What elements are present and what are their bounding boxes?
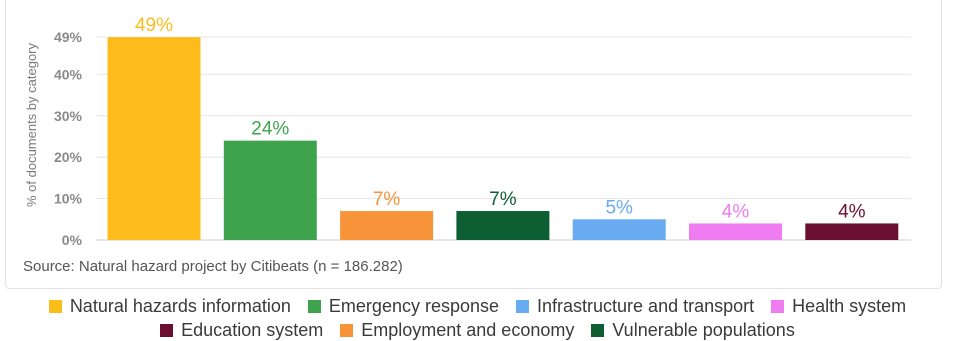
legend-swatch [340, 324, 354, 337]
legend-label: Infrastructure and transport [537, 296, 755, 316]
bar-value-label: 49% [135, 15, 173, 36]
legend-item: Emergency response [307, 296, 500, 317]
bar-value-labels: 49% 24% 7% 7% 5% 4% 4% [135, 15, 866, 222]
legend-swatch [160, 324, 174, 337]
bar-value-label: 4% [722, 201, 750, 222]
bar-value-label: 4% [838, 201, 866, 222]
legend-swatch [771, 300, 785, 313]
bar-chart: 0% 10% 20% 30% 40% 49% 49% 24% 7% 7% 5% 4% 4% % of … [23, 15, 911, 275]
y-axis-label: % of documents by category [24, 42, 39, 207]
bar-value-label: 7% [489, 189, 517, 210]
bar-value-label: 7% [373, 189, 401, 210]
y-axis-ticks: 0% 10% 20% 30% 40% 49% [54, 29, 83, 248]
legend-item: Vulnerable populations [591, 320, 795, 341]
chart-card: 0% 10% 20% 30% 40% 49% 49% 24% 7% 7% 5% 4% 4% % of … [5, 0, 942, 289]
y-tick-label: 49% [54, 29, 83, 45]
bar [572, 219, 666, 240]
legend-label: Employment and economy [361, 320, 575, 340]
y-tick-label: 0% [62, 232, 83, 248]
bar [805, 223, 899, 240]
bar [689, 223, 782, 240]
legend-label: Education system [181, 320, 324, 340]
bar [456, 211, 550, 240]
legend-swatch [48, 300, 62, 313]
bar-value-label: 24% [251, 119, 289, 140]
bar [223, 140, 317, 240]
legend-item: Natural hazards information [48, 296, 291, 317]
legend-swatch [307, 300, 321, 313]
legend-swatch [591, 324, 605, 337]
legend-item: Infrastructure and transport [516, 296, 754, 317]
legend-label: Health system [792, 296, 907, 316]
bar [107, 37, 201, 240]
legend-item: Health system [771, 296, 906, 317]
legend-label: Natural hazards information [69, 296, 291, 316]
y-tick-label: 30% [54, 108, 83, 124]
source-note: Source: Natural hazard project by Citibe… [23, 258, 403, 275]
legend-label: Emergency response [328, 296, 500, 316]
y-tick-label: 20% [54, 149, 83, 165]
bar [340, 211, 434, 240]
bar-value-label: 5% [605, 197, 633, 218]
legend-swatch [516, 300, 530, 313]
legend-item: Education system [160, 320, 323, 341]
legend-item: Employment and economy [340, 320, 574, 341]
legend-row-1: Natural hazards information Emergency res… [0, 296, 955, 317]
bars [107, 37, 899, 240]
y-tick-label: 10% [54, 191, 83, 207]
legend-label: Vulnerable populations [612, 320, 795, 340]
legend-row-2: Education system Employment and economy Vu… [0, 320, 955, 341]
y-tick-label: 40% [54, 66, 83, 82]
